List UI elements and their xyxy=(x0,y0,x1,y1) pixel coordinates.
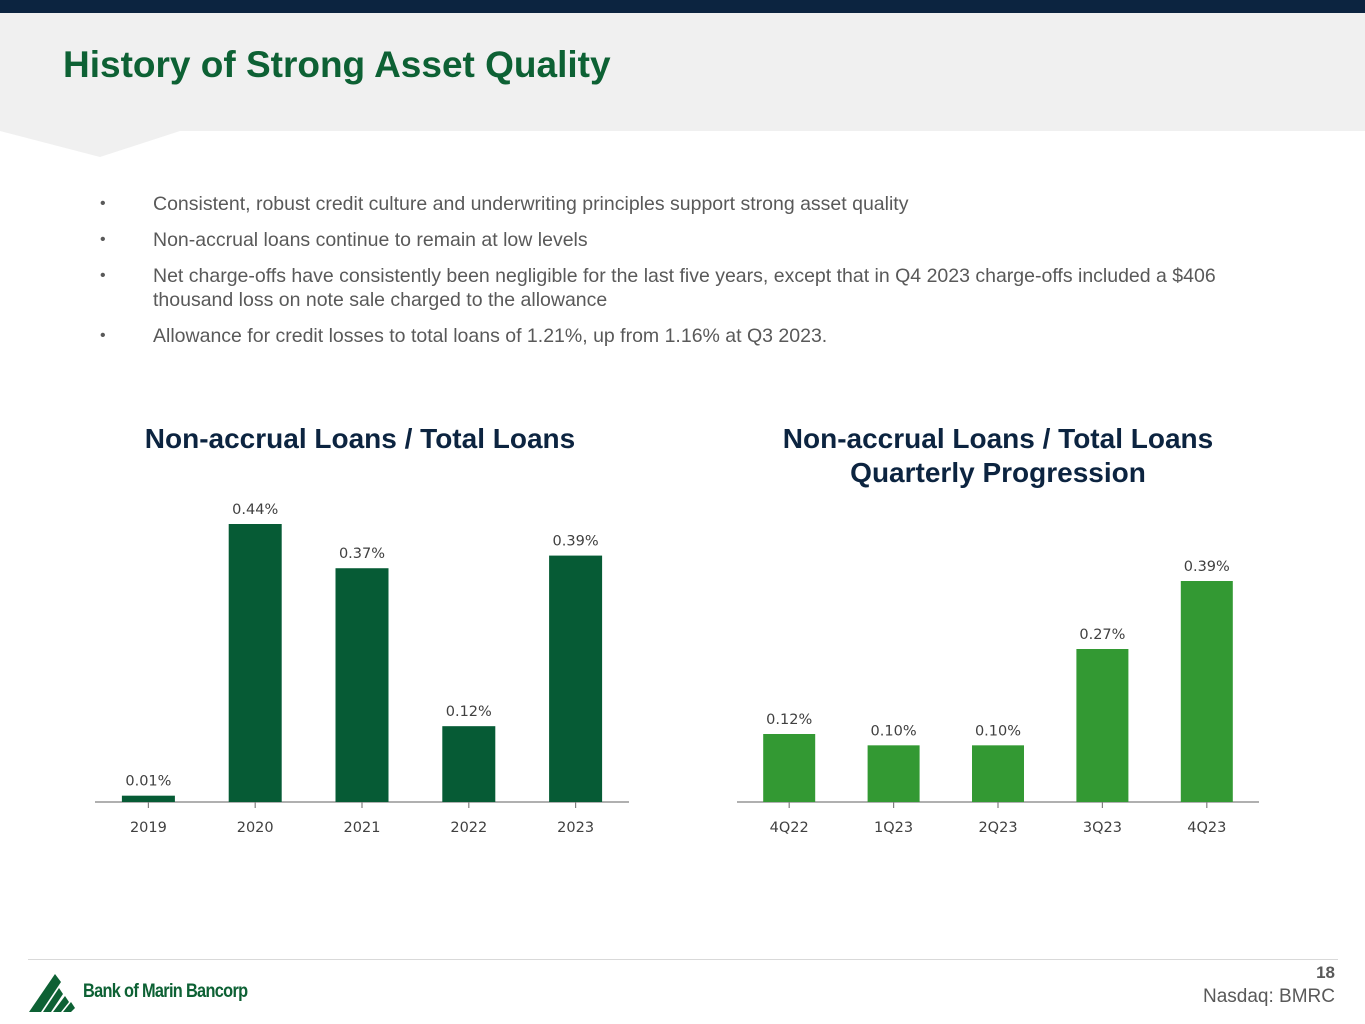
page-title: History of Strong Asset Quality xyxy=(63,44,611,85)
x-tick-label: 2021 xyxy=(344,820,381,836)
bullet-list: • Consistent, robust credit culture and … xyxy=(100,192,1250,360)
bullet-item: • Non-accrual loans continue to remain a… xyxy=(100,228,1250,252)
x-tick-label: 4Q22 xyxy=(770,820,809,836)
bullet-marker: • xyxy=(100,327,106,344)
bar-2019 xyxy=(121,795,175,802)
data-label: 0.12% xyxy=(446,704,492,720)
ticker-symbol: Nasdaq: BMRC xyxy=(1203,986,1335,1007)
annual-chart-title: Non-accrual Loans / Total Loans xyxy=(144,423,576,454)
bullet-item: • Net charge-offs have consistently been… xyxy=(100,264,1250,312)
bar-3Q23 xyxy=(1076,649,1129,802)
quarterly-chart-title-line-2: Quarterly Progression xyxy=(850,457,1146,488)
bullet-text: Allowance for credit losses to total loa… xyxy=(153,325,828,347)
x-tick-label: 1Q23 xyxy=(874,820,913,836)
bank-logo-icon xyxy=(29,974,75,1012)
bar-4Q23 xyxy=(1180,581,1233,802)
data-label: 0.39% xyxy=(553,534,599,550)
bank-logo-text: Bank of Marin Bancorp xyxy=(83,981,248,1002)
data-label: 0.12% xyxy=(766,712,812,728)
top-navy-bar xyxy=(0,0,1365,13)
x-tick-label: 2019 xyxy=(130,820,167,836)
x-tick-label: 4Q23 xyxy=(1187,820,1226,836)
footer-divider xyxy=(28,959,1338,960)
bar-1Q23 xyxy=(867,745,920,802)
data-label: 0.37% xyxy=(339,546,385,562)
page-number: 18 xyxy=(1316,963,1335,982)
bar-2022 xyxy=(442,726,496,802)
x-tick-label: 2022 xyxy=(450,820,487,836)
title-band-notch xyxy=(0,131,180,157)
data-label: 0.44% xyxy=(232,502,278,518)
bullet-text: Consistent, robust credit culture and un… xyxy=(153,193,909,215)
bar-2021 xyxy=(335,568,389,802)
bullet-text: Non-accrual loans continue to remain at … xyxy=(153,229,588,251)
title-band xyxy=(0,13,1365,131)
data-label: 0.01% xyxy=(125,774,171,790)
x-tick-label: 2Q23 xyxy=(978,820,1017,836)
data-label: 0.27% xyxy=(1079,627,1125,643)
bar-2023 xyxy=(549,555,603,802)
bar-2020 xyxy=(228,524,282,802)
bullet-marker: • xyxy=(100,267,106,284)
bullet-marker: • xyxy=(100,231,106,248)
bullet-marker: • xyxy=(100,195,106,212)
x-tick-label: 2020 xyxy=(237,820,274,836)
bullet-item: • Consistent, robust credit culture and … xyxy=(100,192,1250,216)
bullet-item: • Allowance for credit losses to total l… xyxy=(100,324,1250,348)
data-label: 0.10% xyxy=(871,723,917,739)
bullet-text: Net charge-offs have consistently been n… xyxy=(153,265,1216,311)
data-label: 0.39% xyxy=(1184,559,1230,575)
bar-2Q23 xyxy=(972,745,1024,802)
bar-4Q22 xyxy=(763,734,816,802)
x-tick-label: 3Q23 xyxy=(1083,820,1122,836)
bank-logo: Bank of Marin Bancorp xyxy=(29,972,274,1012)
data-label: 0.10% xyxy=(975,723,1021,739)
quarterly-chart-title-line-1: Non-accrual Loans / Total Loans xyxy=(782,423,1214,454)
quarterly-chart-title: Non-accrual Loans / Total Loans Quarterl… xyxy=(698,422,1298,490)
x-tick-label: 2023 xyxy=(557,820,594,836)
